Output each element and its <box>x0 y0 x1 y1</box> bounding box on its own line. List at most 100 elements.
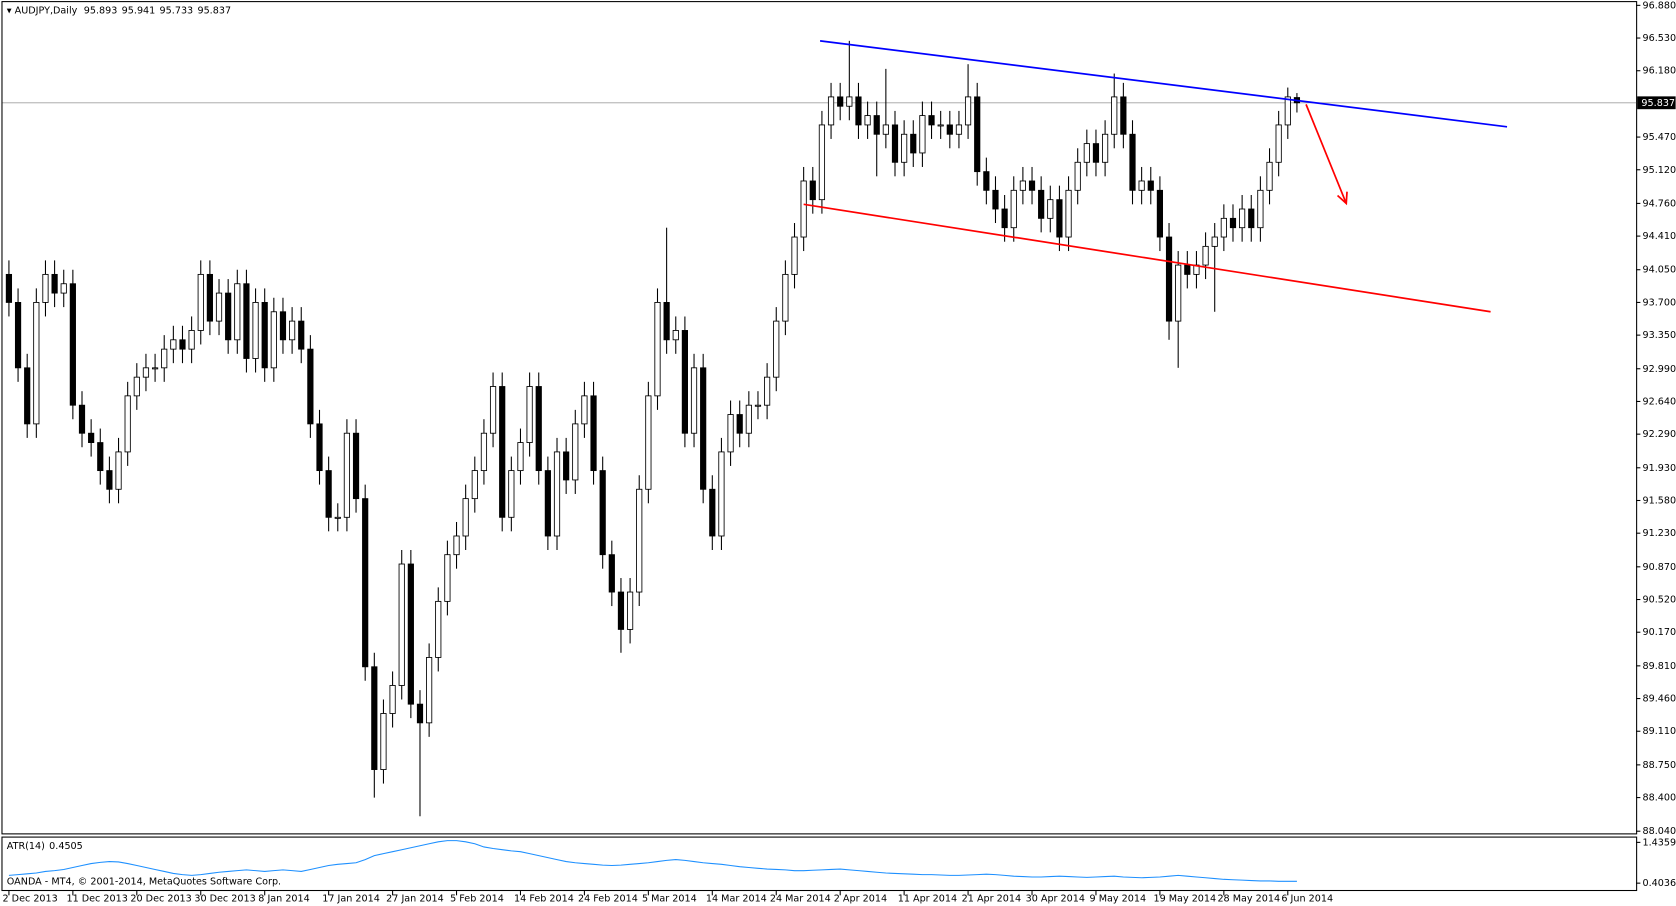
y-tick-label: 95.120 <box>1643 165 1676 176</box>
indicator-panel <box>1 836 1638 892</box>
candle-body <box>827 96 835 126</box>
candle-body <box>910 133 917 154</box>
y-tick-label: 90.170 <box>1643 627 1676 638</box>
x-tick-label: 2 Dec 2013 <box>3 894 58 905</box>
candle-body <box>1038 189 1045 219</box>
candle-body <box>179 339 186 350</box>
candle-body <box>142 367 150 378</box>
candle-body <box>1111 96 1118 135</box>
indicator-name: ATR(14) <box>7 841 45 852</box>
candle-body <box>754 404 762 407</box>
candle-body <box>453 535 460 556</box>
candle-body <box>517 442 524 472</box>
candle-body <box>946 124 953 135</box>
y-tick-label: 92.990 <box>1643 364 1676 375</box>
candle-body <box>133 376 140 397</box>
candle-body <box>206 273 213 322</box>
current-price-box <box>1637 96 1676 110</box>
candle-body <box>1056 199 1063 238</box>
candle-body <box>1074 161 1081 191</box>
candle-body <box>727 414 734 453</box>
candle-body <box>270 311 277 369</box>
candle-body <box>983 171 990 191</box>
y-tick-label: 91.930 <box>1643 463 1676 474</box>
candle-body <box>435 600 442 658</box>
x-tick-label: 24 Mar 2014 <box>770 894 831 905</box>
candle-body <box>416 703 424 724</box>
y-tick-label: 89.110 <box>1643 726 1676 737</box>
x-tick-label: 8 Jan 2014 <box>258 894 310 905</box>
candle-body <box>572 423 579 481</box>
indicator-tick-label: 1.4359 <box>1643 837 1676 848</box>
x-tick-label: 14 Feb 2014 <box>514 894 574 905</box>
indicator-tick-label: 0.4036 <box>1643 878 1676 889</box>
candle-body <box>343 432 351 518</box>
y-tick-label: 93.350 <box>1643 330 1676 341</box>
candle-body <box>1266 161 1273 191</box>
candle-body <box>508 470 515 518</box>
candle-body <box>151 367 159 370</box>
candle-body <box>690 367 698 434</box>
y-tick-label: 96.180 <box>1643 66 1676 77</box>
main-panel <box>1 1 1638 835</box>
x-tick-label: 14 Mar 2014 <box>706 894 767 905</box>
candle-body <box>499 386 506 518</box>
candle-body <box>1220 217 1227 238</box>
candle-body <box>1147 180 1154 191</box>
candle-body <box>809 180 816 201</box>
y-tick-label: 91.580 <box>1643 495 1676 506</box>
candle-body <box>188 330 195 350</box>
x-tick-label: 30 Dec 2013 <box>194 894 255 905</box>
candle-body <box>891 124 899 163</box>
candle-body <box>974 96 981 173</box>
arrow-head <box>1336 191 1348 206</box>
candle-body <box>599 470 606 556</box>
candle-body <box>444 554 451 602</box>
candle-body <box>325 470 332 518</box>
y-tick-label: 88.750 <box>1643 760 1676 771</box>
header-low: 95.733 <box>160 6 194 17</box>
y-tick-label: 94.050 <box>1643 265 1676 276</box>
candle-body <box>1275 124 1282 163</box>
y-tick-label: 94.410 <box>1643 231 1676 242</box>
candle-body <box>837 96 844 107</box>
trendline <box>803 203 1491 313</box>
y-tick-label: 95.470 <box>1643 132 1676 143</box>
header: ▾ AUDJPY,Daily 95.893 95.941 95.733 95.837 <box>7 6 231 17</box>
x-tick-label: 24 Feb 2014 <box>578 894 638 905</box>
candle-body <box>1175 264 1182 322</box>
candle-body <box>736 414 743 434</box>
candle-body <box>1138 180 1145 191</box>
candle-body <box>1202 245 1209 266</box>
candle-body <box>718 451 725 537</box>
candle-body <box>590 395 597 472</box>
candle-body <box>1065 189 1072 238</box>
candle-body <box>243 283 250 359</box>
candle-body <box>1156 189 1164 238</box>
x-tick-label: 11 Dec 2013 <box>66 894 127 905</box>
candle-body <box>535 386 542 472</box>
candle-body <box>764 376 771 406</box>
candle-body <box>78 404 86 434</box>
candle-body <box>928 115 935 126</box>
candle-body <box>1001 208 1008 229</box>
candle-body <box>489 386 497 434</box>
candle-body <box>334 516 341 519</box>
y-tick-label: 92.640 <box>1643 396 1676 407</box>
candle-body <box>279 311 287 341</box>
candle-body <box>964 96 972 126</box>
candle-body <box>1010 189 1017 229</box>
candle-body <box>60 283 67 294</box>
candle-body <box>42 273 49 303</box>
candle-body <box>544 470 551 537</box>
candle-body <box>362 498 369 668</box>
candle-body <box>298 320 305 350</box>
candle-body <box>97 442 104 472</box>
candle-body <box>33 302 40 425</box>
candle-body <box>426 657 433 724</box>
footer: OANDA - MT4, © 2001-2014, MetaQuotes Sof… <box>7 876 281 887</box>
candle-body <box>1047 199 1054 219</box>
candle-body <box>800 180 807 238</box>
y-tick-label: 96.530 <box>1643 33 1676 44</box>
